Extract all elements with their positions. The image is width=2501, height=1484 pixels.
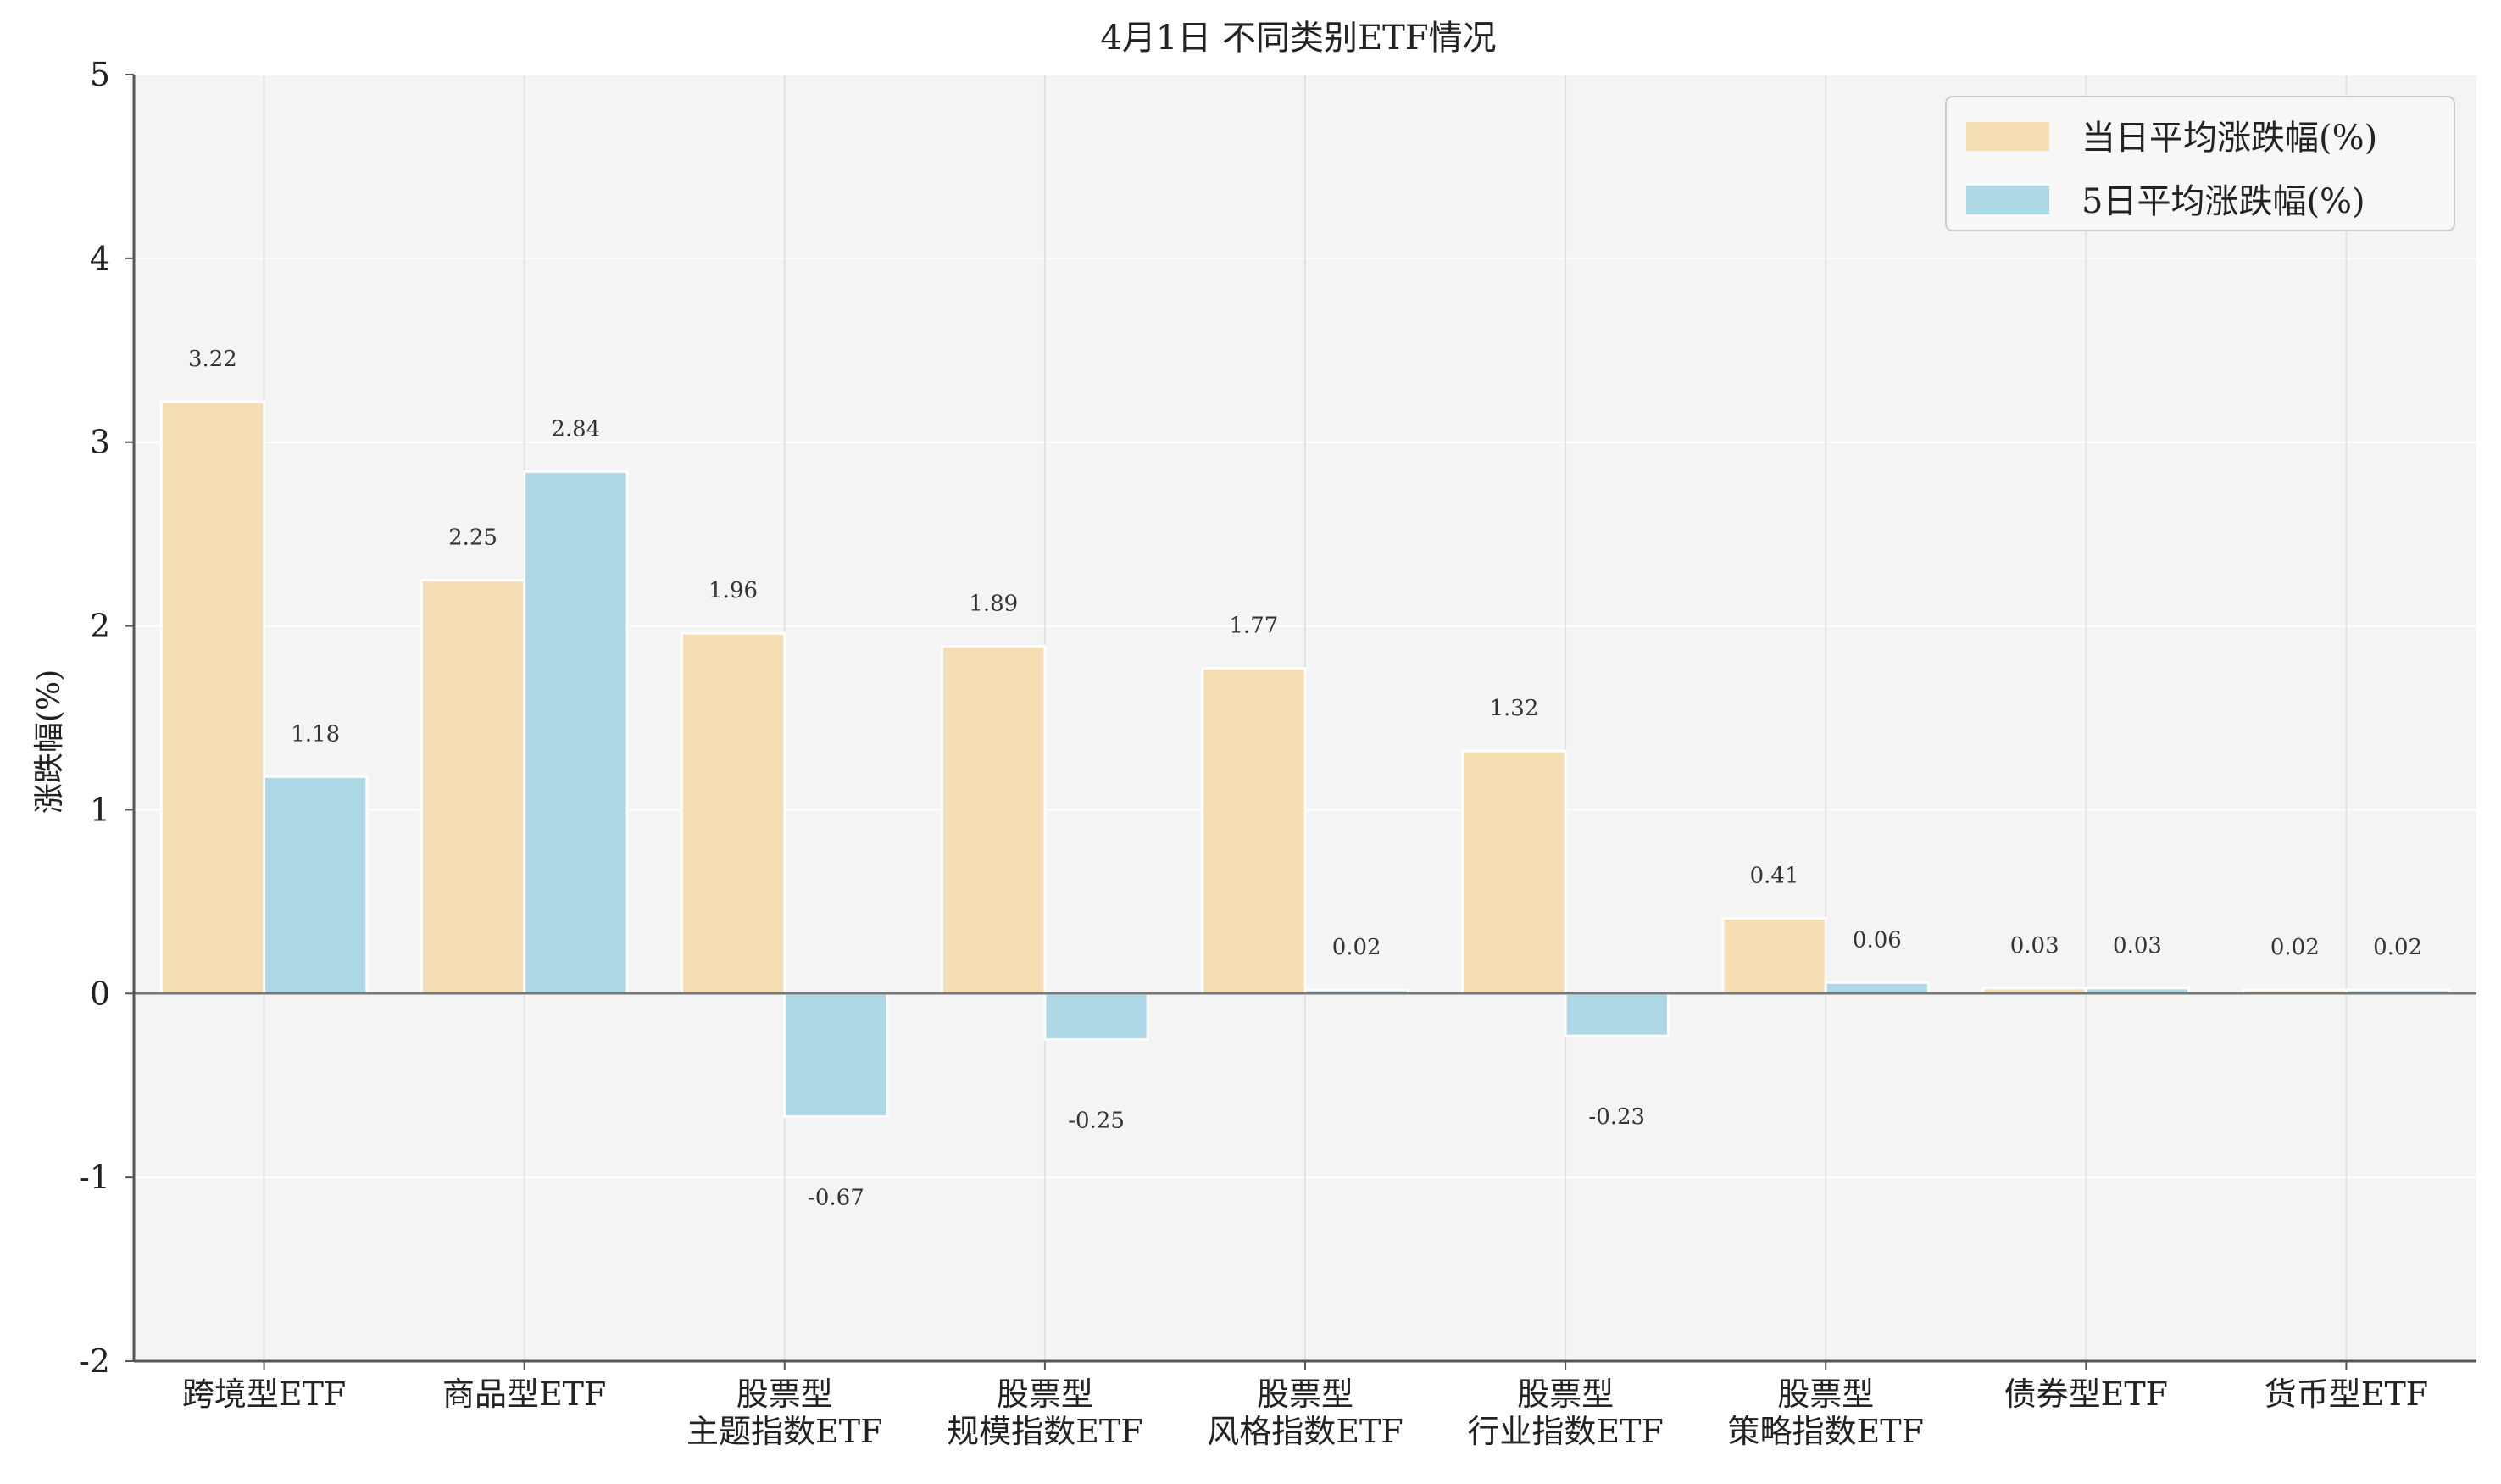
data-label: 1.32 (1490, 696, 1539, 721)
y-tick-label: 0 (90, 975, 110, 1012)
x-tick-label: 股票型 (997, 1376, 1093, 1413)
legend[interactable]: 当日平均涨跌幅(%) 5日平均涨跌幅(%) (1945, 96, 2455, 231)
x-tick-label: 行业指数ETF (1467, 1413, 1663, 1450)
y-tick-label: 1 (90, 791, 110, 828)
bar-daily[interactable] (1461, 749, 1567, 995)
data-label: 0.02 (2270, 935, 2320, 960)
data-label: 2.25 (448, 525, 497, 550)
bar-daily[interactable] (159, 400, 266, 995)
bar-daily[interactable] (1201, 666, 1307, 995)
data-label: 0.02 (1332, 935, 1381, 960)
y-axis-label: 涨跌幅(%) (32, 670, 67, 814)
x-tick-label: 规模指数ETF (947, 1413, 1142, 1450)
data-label: 0.41 (1750, 863, 1799, 888)
x-tick-label: 股票型 (1257, 1376, 1353, 1413)
bar-five-day[interactable] (783, 992, 889, 1119)
legend-swatch (1966, 122, 2049, 151)
x-tick-label: 风格指数ETF (1207, 1413, 1403, 1450)
y-tick-label: 4 (90, 240, 110, 277)
y-tick-label: -1 (79, 1159, 110, 1196)
bar-five-day[interactable] (1824, 981, 1931, 995)
bar-daily[interactable] (941, 644, 1047, 995)
legend-box (1945, 96, 2455, 231)
x-tick-label: 股票型 (1777, 1376, 1874, 1413)
data-label: 0.03 (2010, 933, 2059, 959)
data-label: 1.89 (969, 591, 1018, 616)
bar-five-day[interactable] (1043, 992, 1149, 1042)
data-labels: 3.22 2.25 1.96 1.89 1.77 1.32 0.41 0.03 0.02 1.18… (188, 347, 2422, 1211)
y-tick-label: 2 (90, 608, 110, 645)
data-label: 3.22 (188, 347, 237, 372)
x-tick-label: 跨境型ETF (182, 1376, 346, 1413)
data-label: 1.96 (709, 578, 758, 603)
x-tick-label: 策略指数ETF (1727, 1413, 1923, 1450)
chart-title: 4月1日 不同类别ETF情况 (1100, 19, 1496, 58)
data-label: 0.03 (2113, 933, 2162, 959)
y-tick-label: 5 (90, 56, 110, 93)
data-label: 1.18 (291, 721, 340, 747)
data-label: 0.02 (2373, 935, 2422, 960)
bar-daily[interactable] (1721, 916, 1827, 995)
data-label: 1.77 (1229, 613, 1278, 638)
bar-five-day[interactable] (1564, 992, 1670, 1037)
x-tick-label: 股票型 (736, 1376, 833, 1413)
legend-swatch (1966, 186, 2049, 214)
data-label: 0.06 (1853, 927, 1902, 953)
bar-daily[interactable] (420, 578, 526, 995)
data-label: -0.67 (808, 1186, 864, 1211)
x-tick-label: 货币型ETF (2265, 1376, 2428, 1413)
data-label: 2.84 (551, 416, 600, 442)
x-tick-label: 商品型ETF (442, 1376, 606, 1413)
legend-label[interactable]: 当日平均涨跌幅(%) (2081, 119, 2377, 158)
bars (159, 400, 2451, 1119)
y-tick-label: 3 (90, 424, 110, 461)
x-tick-label: 债券型ETF (2004, 1376, 2168, 1413)
bar-five-day[interactable] (523, 470, 629, 995)
data-label: -0.23 (1588, 1104, 1645, 1130)
legend-label[interactable]: 5日平均涨跌幅(%) (2081, 182, 2365, 221)
x-tick-label: 股票型 (1517, 1376, 1614, 1413)
x-tick-label: 主题指数ETF (686, 1413, 882, 1450)
bar-five-day[interactable] (263, 775, 369, 995)
y-tick-label: -2 (79, 1342, 110, 1380)
data-label: -0.25 (1068, 1109, 1125, 1134)
bar-daily[interactable] (680, 631, 786, 995)
